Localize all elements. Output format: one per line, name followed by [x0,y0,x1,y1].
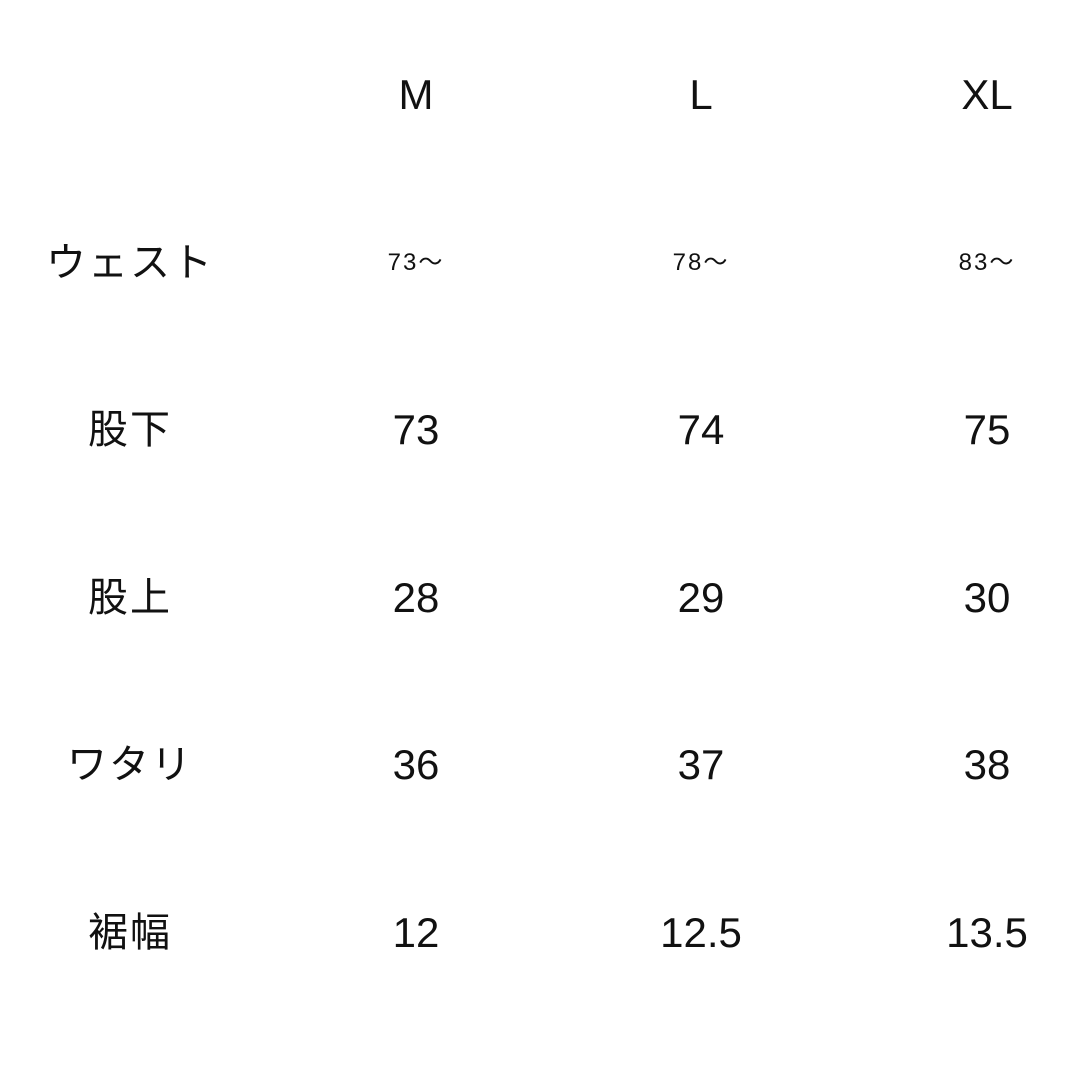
cell-thigh-m: 36 [392,741,440,788]
row-label-thigh: ワタリ [67,743,193,787]
cell-thigh-xl: 38 [963,741,1011,788]
cell-thigh-l: 37 [677,741,725,788]
header-size-l: L [689,71,713,118]
cell-inseam-l: 74 [677,406,725,453]
row-label-inseam: 股下 [88,408,172,452]
row-label-hem: 裾幅 [88,911,172,955]
cell-inseam-m: 73 [392,406,440,453]
cell-rise-xl: 30 [963,574,1011,621]
cell-inseam-xl: 75 [963,406,1011,453]
row-label-waist: ウェスト [46,241,214,285]
cell-waist-l: 78〜 [672,249,730,276]
cell-hem-m: 12 [392,909,440,956]
header-size-xl: XL [961,71,1013,118]
header-size-m: M [398,71,434,118]
cell-hem-xl: 13.5 [946,909,1028,956]
cell-waist-xl: 83〜 [958,249,1016,276]
cell-rise-l: 29 [677,574,725,621]
cell-waist-m: 73〜 [387,249,445,276]
cell-rise-m: 28 [392,574,440,621]
cell-hem-l: 12.5 [660,909,742,956]
row-label-rise: 股上 [88,576,172,620]
